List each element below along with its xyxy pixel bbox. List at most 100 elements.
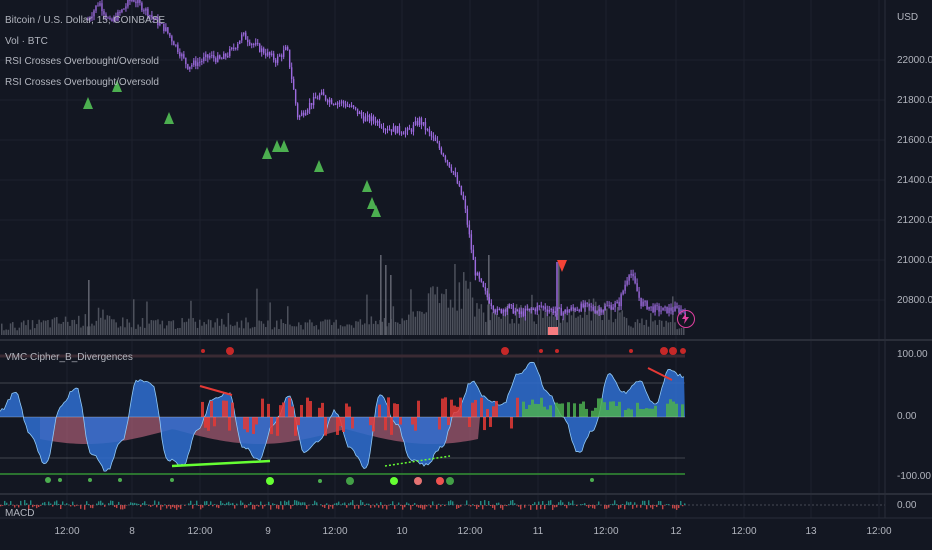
volume-bar	[603, 302, 606, 335]
macd-bar	[426, 505, 428, 507]
volume-bar	[502, 310, 505, 335]
volume-bar	[586, 314, 588, 335]
macd-bar	[158, 501, 160, 505]
candle-body	[251, 43, 253, 45]
volume-bar	[128, 322, 131, 335]
macd-bar	[376, 503, 378, 505]
volume-bar	[645, 319, 648, 335]
macd-bar	[74, 505, 76, 507]
volume-bar	[29, 329, 32, 335]
macd-bar	[256, 505, 258, 506]
volume-bar	[174, 328, 177, 335]
volume-bar	[161, 320, 164, 335]
volume-bar	[214, 322, 216, 335]
volume-bar	[210, 320, 212, 335]
macd-title[interactable]: MACD	[5, 508, 35, 519]
candle-body	[406, 128, 409, 131]
volume-bar	[669, 322, 672, 335]
volume-bar	[518, 323, 520, 335]
macd-bar	[136, 503, 138, 505]
macd-bar	[24, 500, 26, 505]
candle-body	[165, 27, 167, 32]
up-arrow-marker	[279, 140, 289, 152]
candle-body	[109, 17, 111, 20]
volume-bar	[51, 319, 54, 335]
candle-body	[642, 301, 644, 307]
macd-bar	[342, 503, 344, 505]
volume-bar	[368, 324, 370, 335]
volume-bar	[130, 327, 133, 335]
flow-bar	[486, 408, 489, 417]
indicator-volume[interactable]: Vol · BTC	[5, 36, 48, 47]
volume-bar	[364, 323, 366, 335]
candle-body	[237, 43, 239, 48]
volume-bar	[45, 320, 47, 335]
volume-bar	[269, 302, 271, 335]
macd-bar	[502, 505, 504, 510]
volume-bar	[491, 312, 494, 335]
flow-bar	[411, 417, 414, 425]
candle-body	[318, 94, 321, 99]
flow-bar	[255, 417, 258, 425]
candle-body	[540, 305, 542, 307]
signal-dot	[118, 478, 122, 482]
macd-bar	[680, 501, 682, 505]
candle-body	[598, 309, 600, 312]
volume-bar	[306, 322, 309, 335]
macd-bar	[472, 504, 474, 505]
volume-bar	[179, 327, 181, 335]
macd-bar	[276, 505, 278, 509]
candle-body	[193, 60, 195, 65]
candle-body	[544, 306, 546, 310]
macd-bar	[208, 505, 210, 506]
flow-bar	[459, 397, 462, 417]
candle-body	[338, 102, 341, 104]
volume-bar	[117, 327, 120, 335]
price-tick: 21400.00	[897, 175, 932, 186]
candle-body	[634, 276, 636, 284]
flow-bar	[243, 417, 246, 430]
candle-body	[191, 64, 193, 67]
macd-bar	[234, 505, 236, 509]
macd-bar	[348, 503, 350, 505]
macd-bar	[262, 505, 264, 509]
signal-dot	[669, 347, 677, 355]
oscillator-title[interactable]: VMC Cipher_B_Divergences	[5, 352, 133, 363]
flow-bar	[345, 403, 348, 417]
candle-body	[664, 306, 666, 308]
candle-body	[189, 66, 191, 70]
candle-body	[336, 102, 339, 105]
macd-bar	[422, 505, 424, 510]
signal-dot	[501, 347, 509, 355]
macd-bar	[170, 505, 172, 509]
macd-bar	[36, 505, 38, 509]
candle-body	[312, 96, 315, 106]
flow-bar	[489, 417, 492, 427]
flow-bar	[681, 404, 684, 417]
flow-bar	[225, 400, 228, 417]
indicator-rsi-1[interactable]: RSI Crosses Overbought/Oversold	[5, 56, 159, 67]
indicator-rsi-2[interactable]: RSI Crosses Overbought/Oversold	[5, 77, 159, 88]
candle-body	[442, 153, 445, 157]
candle-body	[670, 307, 672, 311]
volume-bar	[267, 320, 269, 335]
macd-bar	[654, 505, 656, 506]
candle-body	[113, 17, 115, 21]
volume-bar	[339, 325, 342, 335]
candle-body	[268, 52, 271, 56]
volume-bar	[190, 300, 192, 335]
macd-bar	[460, 505, 462, 507]
volume-bar	[350, 325, 353, 335]
volume-bar	[9, 323, 12, 335]
candle-body	[272, 53, 275, 60]
macd-bar	[226, 502, 228, 505]
macd-bar	[658, 500, 660, 505]
candle-body	[478, 272, 481, 279]
volume-bar	[157, 319, 159, 335]
lightning-icon[interactable]	[677, 310, 695, 328]
candle-body	[522, 311, 524, 316]
macd-bar	[550, 500, 552, 505]
volume-bar	[84, 314, 87, 335]
flow-bar	[531, 399, 534, 417]
